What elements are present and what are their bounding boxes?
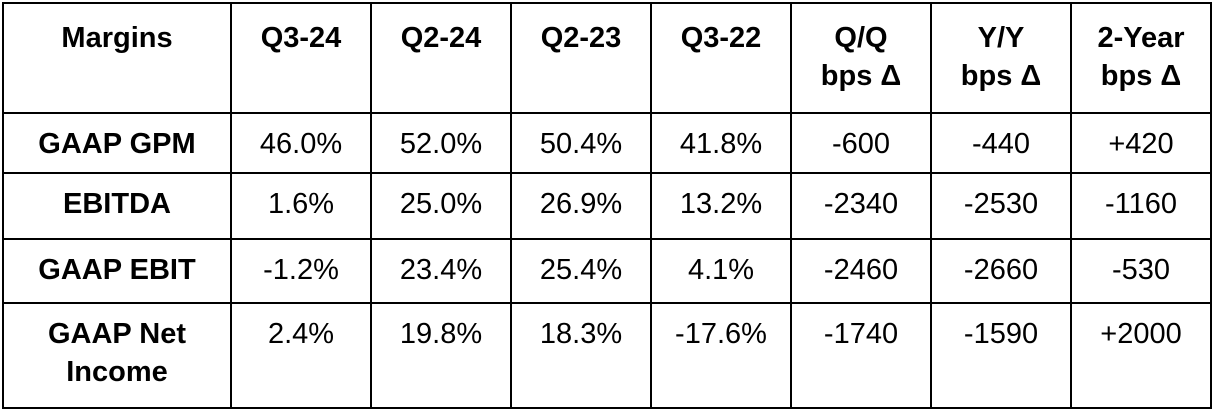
cell: 50.4% (510, 112, 652, 174)
header-cell: Y/Y bps Δ (930, 2, 1072, 114)
cell: 4.1% (650, 238, 792, 304)
cell: -1.2% (230, 238, 372, 304)
table-row: GAAP GPM 46.0% 52.0% 50.4% 41.8% -600 -440 +420 (2, 112, 1212, 174)
cell: -530 (1070, 238, 1212, 304)
cell: +420 (1070, 112, 1212, 174)
cell: -2660 (930, 238, 1072, 304)
cell: 23.4% (370, 238, 512, 304)
table-row: GAAP EBIT -1.2% 23.4% 25.4% 4.1% -2460 -2660 -5… (2, 238, 1212, 304)
cell: -17.6% (650, 302, 792, 409)
cell: -1160 (1070, 172, 1212, 240)
cell: 52.0% (370, 112, 512, 174)
row-label: GAAP GPM (2, 112, 232, 174)
cell: 26.9% (510, 172, 652, 240)
header-cell: Margins (2, 2, 232, 114)
cell: -2530 (930, 172, 1072, 240)
header-cell: Q3-24 (230, 2, 372, 114)
header-cell: Q/Q bps Δ (790, 2, 932, 114)
cell: 25.0% (370, 172, 512, 240)
cell: -1590 (930, 302, 1072, 409)
cell: 18.3% (510, 302, 652, 409)
cell: -440 (930, 112, 1072, 174)
row-label: GAAP EBIT (2, 238, 232, 304)
cell: 13.2% (650, 172, 792, 240)
cell: 2.4% (230, 302, 372, 409)
header-cell: 2-Year bps Δ (1070, 2, 1212, 114)
cell: -600 (790, 112, 932, 174)
table-row: GAAP Net Income 2.4% 19.8% 18.3% -17.6% -1740… (2, 302, 1212, 409)
cell: 1.6% (230, 172, 372, 240)
cell: -1740 (790, 302, 932, 409)
header-cell: Q2-24 (370, 2, 512, 114)
header-cell: Q3-22 (650, 2, 792, 114)
cell: -2460 (790, 238, 932, 304)
header-row: Margins Q3-24 Q2-24 Q2-23 Q3-22 Q/Q bps Δ Y/Y … (2, 2, 1212, 114)
cell: 19.8% (370, 302, 512, 409)
cell: 46.0% (230, 112, 372, 174)
cell: 41.8% (650, 112, 792, 174)
row-label: GAAP Net Income (2, 302, 232, 409)
cell: +2000 (1070, 302, 1212, 409)
cell: 25.4% (510, 238, 652, 304)
header-cell: Q2-23 (510, 2, 652, 114)
row-label: EBITDA (2, 172, 232, 240)
cell: -2340 (790, 172, 932, 240)
table-row: EBITDA 1.6% 25.0% 26.9% 13.2% -2340 -2530 -1160 (2, 172, 1212, 240)
